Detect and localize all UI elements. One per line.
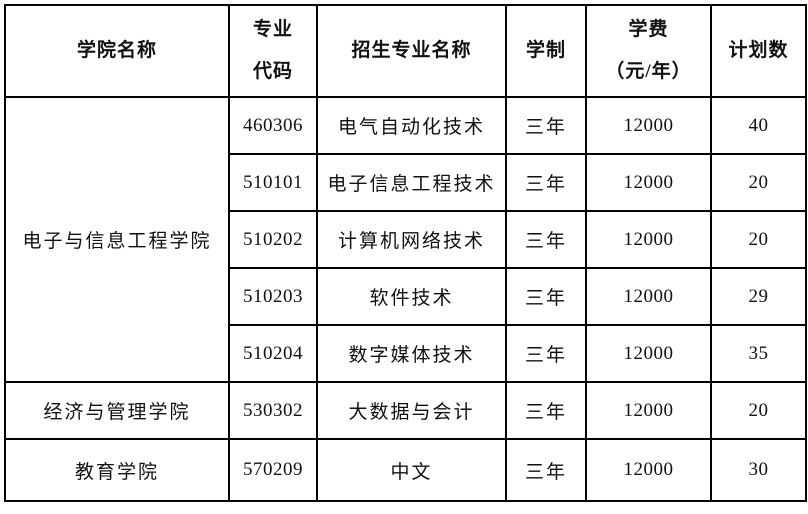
tuition-cell: 12000 <box>585 96 712 155</box>
table-body: 电子与信息工程学院 460306 电气自动化技术 三年 12000 40 510101 电子信… <box>4 96 807 502</box>
header-major-code: 专业 代码 <box>228 4 318 98</box>
table-row: 电子与信息工程学院 460306 电气自动化技术 三年 12000 40 <box>4 96 807 383</box>
major-name-cell: 数字媒体技术 <box>316 324 507 383</box>
tuition-cell: 12000 <box>585 153 712 212</box>
plan-count-cell: 20 <box>710 210 807 269</box>
major-name-cell: 软件技术 <box>316 267 507 326</box>
duration-cell: 三年 <box>505 381 587 440</box>
plan-count-cell: 30 <box>710 438 807 502</box>
major-name-cell: 计算机网络技术 <box>316 210 507 269</box>
tuition-cell: 12000 <box>585 267 712 326</box>
plan-count-cell: 20 <box>710 381 807 440</box>
duration-cell: 三年 <box>505 210 587 269</box>
table-row: 教育学院 570209 中文 三年 12000 30 <box>4 438 807 502</box>
table-header-row: 学院名称 专业 代码 招生专业名称 学制 学费 （元/年） 计划数 <box>4 4 807 98</box>
major-code-cell: 570209 <box>228 438 318 502</box>
tuition-cell: 12000 <box>585 210 712 269</box>
admissions-plan-table: 学院名称 专业 代码 招生专业名称 学制 学费 （元/年） 计划数 电子与信息工… <box>4 4 807 502</box>
duration-cell: 三年 <box>505 153 587 212</box>
major-name-cell: 电子信息工程技术 <box>316 153 507 212</box>
duration-cell: 三年 <box>505 267 587 326</box>
major-code-cell: 510202 <box>228 210 318 269</box>
major-name-cell: 大数据与会计 <box>316 381 507 440</box>
major-code-cell: 510204 <box>228 324 318 383</box>
header-college-name: 学院名称 <box>4 4 230 98</box>
major-code-cell: 510101 <box>228 153 318 212</box>
header-major-name: 招生专业名称 <box>316 4 507 98</box>
major-code-cell: 510203 <box>228 267 318 326</box>
table-row: 510203 软件技术 三年 12000 29 <box>5 267 807 326</box>
tuition-cell: 12000 <box>585 438 712 502</box>
major-name-cell: 中文 <box>316 438 507 502</box>
table-row: 510204 数字媒体技术 三年 12000 35 <box>5 324 807 383</box>
plan-count-cell: 20 <box>710 153 807 212</box>
tuition-cell: 12000 <box>585 381 712 440</box>
college-name-cell: 电子与信息工程学院 <box>4 96 230 383</box>
header-plan-count: 计划数 <box>710 4 807 98</box>
plan-count-cell: 35 <box>710 324 807 383</box>
table-row: 510202 计算机网络技术 三年 12000 20 <box>5 210 807 269</box>
table-row: 经济与管理学院 530302 大数据与会计 三年 12000 20 <box>4 381 807 440</box>
college-name-cell: 教育学院 <box>4 438 230 502</box>
plan-count-cell: 40 <box>710 96 807 155</box>
college-name-cell: 经济与管理学院 <box>4 381 230 440</box>
tuition-cell: 12000 <box>585 324 712 383</box>
duration-cell: 三年 <box>505 96 587 155</box>
major-code-cell: 460306 <box>228 96 318 155</box>
header-duration: 学制 <box>505 4 587 98</box>
major-code-cell: 530302 <box>228 381 318 440</box>
duration-cell: 三年 <box>505 438 587 502</box>
header-tuition: 学费 （元/年） <box>585 4 712 98</box>
plan-count-cell: 29 <box>710 267 807 326</box>
duration-cell: 三年 <box>505 324 587 383</box>
table-row: 510101 电子信息工程技术 三年 12000 20 <box>5 153 807 212</box>
major-name-cell: 电气自动化技术 <box>316 96 507 155</box>
